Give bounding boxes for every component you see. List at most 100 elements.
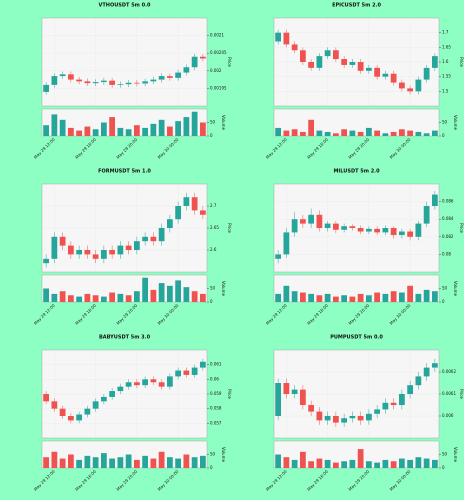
candle-body bbox=[133, 82, 140, 84]
volume-bar bbox=[374, 462, 381, 468]
y-tick-label: 1.7 bbox=[442, 30, 449, 35]
candle-body bbox=[199, 361, 206, 368]
candle-body bbox=[365, 67, 372, 71]
candle-body bbox=[324, 50, 331, 57]
y-tick-label: 0.059 bbox=[210, 391, 222, 396]
x-tick-label: May 30 00:00 bbox=[157, 469, 180, 492]
y-axis-label: Price bbox=[227, 57, 232, 67]
volume-bar bbox=[158, 451, 165, 468]
candle-body bbox=[59, 236, 66, 246]
volume-bar bbox=[100, 122, 107, 136]
v-tick-label: 50 bbox=[442, 120, 448, 125]
candle-body bbox=[431, 194, 438, 206]
y-tick-label: 0.084 bbox=[442, 216, 454, 221]
volume-bar bbox=[332, 296, 339, 302]
volume-bar bbox=[357, 449, 364, 468]
x-tick-label: May 30 00:00 bbox=[389, 469, 412, 492]
candle-body bbox=[308, 62, 315, 68]
candle-body bbox=[275, 383, 282, 416]
volume-bar bbox=[43, 125, 50, 136]
volume-bar bbox=[398, 292, 405, 302]
candle-body bbox=[142, 236, 149, 242]
volume-bar bbox=[183, 454, 190, 468]
volume-bar bbox=[92, 457, 99, 468]
candle-body bbox=[117, 245, 124, 255]
candle-body bbox=[390, 402, 397, 405]
candle-body bbox=[51, 236, 58, 259]
candle-body bbox=[341, 418, 348, 423]
volume-bar bbox=[142, 277, 149, 302]
volume-bar bbox=[109, 458, 116, 468]
candle-body bbox=[43, 394, 50, 402]
volume-bar bbox=[92, 129, 99, 136]
volume-bar bbox=[398, 129, 405, 136]
x-tick-label: May 29 16:00 bbox=[306, 303, 329, 326]
candle-body bbox=[382, 402, 389, 410]
volume-bar bbox=[382, 293, 389, 302]
candle-body bbox=[150, 79, 157, 82]
candle-body bbox=[92, 82, 99, 84]
volume-panel bbox=[273, 440, 440, 469]
volume-bar bbox=[199, 122, 206, 136]
y-axis-label: Price bbox=[459, 223, 464, 233]
y-axis-label: Price bbox=[459, 389, 464, 399]
volume-bar bbox=[431, 291, 438, 302]
volume-bar bbox=[316, 295, 323, 302]
v-tick-label: 50 bbox=[442, 452, 448, 457]
candle-body bbox=[142, 379, 149, 386]
candle-body bbox=[125, 382, 132, 387]
candle-body bbox=[67, 416, 74, 421]
volume-bar bbox=[308, 461, 315, 468]
volume-bar bbox=[191, 291, 198, 302]
price-panel bbox=[273, 183, 440, 273]
x-tick-label: May 29 12:00 bbox=[265, 469, 288, 492]
y-tick-label: 0.006 bbox=[442, 413, 454, 418]
candle-body bbox=[59, 408, 66, 416]
volume-bar bbox=[357, 293, 364, 302]
volume-bar bbox=[365, 461, 372, 468]
volume-bar bbox=[382, 133, 389, 136]
volume-bar bbox=[275, 293, 282, 302]
candle-body bbox=[92, 401, 99, 409]
volume-bar bbox=[158, 283, 165, 302]
volume-bar bbox=[51, 451, 58, 468]
volume-bar bbox=[415, 131, 422, 136]
x-tick-label: May 29 16:00 bbox=[306, 137, 329, 160]
x-tick-label: May 29 16:00 bbox=[74, 303, 97, 326]
candle-body bbox=[390, 73, 397, 83]
candle-body bbox=[349, 226, 356, 228]
candle-body bbox=[332, 223, 339, 230]
volume-bar bbox=[299, 451, 306, 468]
candle-body bbox=[357, 228, 364, 232]
v-tick-label: 0 bbox=[210, 465, 213, 470]
candle-body bbox=[43, 258, 50, 264]
volume-bar bbox=[390, 291, 397, 302]
candle-body bbox=[76, 414, 83, 421]
volume-bar bbox=[175, 458, 182, 468]
volume-bar bbox=[150, 289, 157, 302]
volume-bar bbox=[59, 458, 66, 468]
candle-body bbox=[332, 50, 339, 60]
volume-bar bbox=[76, 130, 83, 136]
candle-body bbox=[341, 59, 348, 65]
y-axis-label: Price bbox=[227, 389, 232, 399]
candle-body bbox=[150, 379, 157, 383]
candle-body bbox=[308, 214, 315, 224]
candle-body bbox=[191, 197, 198, 211]
volume-bar bbox=[133, 459, 140, 468]
volume-bar bbox=[275, 454, 282, 468]
volume-bar bbox=[365, 295, 372, 302]
volume-bar bbox=[76, 459, 83, 468]
volume-bar bbox=[183, 117, 190, 136]
volume-bar bbox=[67, 127, 74, 136]
volume-bar bbox=[199, 293, 206, 302]
v-tick-label: 0 bbox=[442, 133, 445, 138]
volume-bar bbox=[76, 296, 83, 302]
volume-bar bbox=[117, 127, 124, 136]
candle-body bbox=[51, 76, 58, 85]
volume-bar bbox=[415, 457, 422, 468]
volume-bar bbox=[142, 127, 149, 136]
y-tick-label: 0.06 bbox=[210, 376, 219, 381]
volume-panel bbox=[273, 108, 440, 137]
x-tick-label: May 29 12:00 bbox=[265, 303, 288, 326]
